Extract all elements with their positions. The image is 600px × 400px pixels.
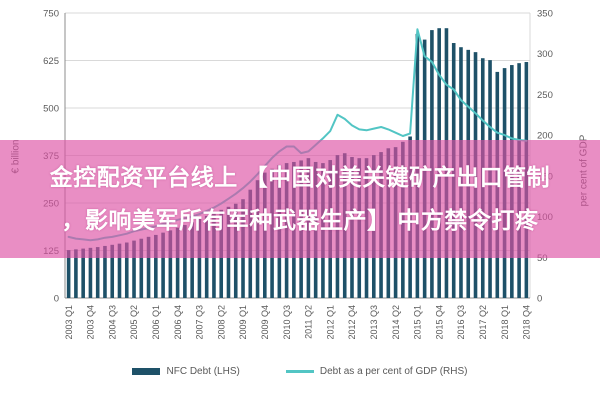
nfc-debt-bar — [81, 248, 85, 298]
x-axis-tick-label: 2015 Q1 — [413, 305, 423, 340]
x-axis-tick-label: 2018 Q1 — [500, 305, 510, 340]
nfc-debt-bar — [161, 232, 165, 298]
nfc-debt-bar — [66, 250, 71, 298]
x-axis-tick-label: 2009 Q1 — [238, 305, 248, 340]
nfc-debt-bar — [110, 244, 115, 298]
overlay-text-line-1: 金控配资平台线上 【中国对美关键矿产出口管制 — [49, 164, 551, 190]
x-axis-tick-label: 2014 Q2 — [391, 305, 401, 340]
x-axis-tick-label: 2010 Q3 — [282, 305, 292, 340]
left-axis-tick-label: 500 — [43, 104, 59, 115]
right-axis-tick-label: 300 — [537, 49, 553, 60]
right-axis-tick-label: 350 — [537, 9, 553, 20]
gdp-ratio-line-swatch — [285, 370, 314, 373]
overlay-text-line-2: ，影响美军所有军种武器生产】 中方禁令打疼 — [61, 207, 539, 233]
x-axis-tick-label: 2007 Q3 — [195, 305, 205, 340]
left-axis-tick-label: 0 — [54, 294, 59, 305]
legend-label-nfc-debt: NFC Debt (LHS) — [166, 366, 240, 377]
x-axis-tick-label: 2008 Q2 — [216, 305, 226, 340]
left-axis-tick-label: 750 — [43, 9, 59, 20]
nfc-debt-bar — [103, 245, 107, 298]
x-axis-tick-label: 2013 Q3 — [369, 305, 379, 340]
nfc-debt-bar-swatch — [132, 368, 161, 375]
nfc-debt-bar — [197, 218, 202, 298]
x-axis-tick-label: 2005 Q2 — [129, 305, 139, 340]
x-axis-tick-label: 2009 Q4 — [260, 305, 270, 340]
x-axis-tick-label: 2015 Q4 — [434, 305, 444, 340]
nfc-debt-bar — [95, 247, 100, 298]
nfc-debt-bar — [183, 225, 187, 298]
nfc-debt-bar — [146, 236, 151, 298]
right-axis-tick-label: 0 — [537, 294, 542, 305]
nfc-debt-bar — [124, 242, 129, 298]
x-axis-tick-label: 2018 Q4 — [522, 305, 532, 340]
legend-item-nfc-debt: NFC Debt (LHS) — [132, 366, 240, 377]
left-axis-tick-label: 625 — [43, 56, 59, 67]
x-axis-tick-label: 2003 Q1 — [64, 305, 74, 340]
x-axis-tick-label: 2003 Q4 — [86, 305, 96, 340]
x-axis-tick-label: 2016 Q3 — [456, 305, 466, 340]
news-overlay-banner: 金控配资平台线上 【中国对美关键矿产出口管制 ，影响美军所有军种武器生产】 中方… — [0, 140, 600, 258]
x-axis-tick-label: 2012 Q4 — [347, 305, 357, 340]
nfc-debt-bar — [154, 234, 158, 298]
nfc-debt-bar — [190, 222, 194, 298]
nfc-debt-bar — [139, 238, 144, 298]
nfc-debt-bar — [132, 240, 136, 298]
legend-label-gdp-ratio: Debt as a per cent of GDP (RHS) — [319, 366, 468, 377]
legend-item-gdp-ratio: Debt as a per cent of GDP (RHS) — [285, 366, 468, 377]
x-axis-tick-label: 2006 Q1 — [151, 305, 161, 340]
x-axis-tick-label: 2012 Q1 — [325, 305, 335, 340]
nfc-debt-bar — [88, 247, 93, 298]
x-axis-tick-label: 2004 Q3 — [107, 305, 117, 340]
nfc-debt-bar — [168, 230, 173, 298]
x-axis-tick-label: 2011 Q2 — [304, 305, 314, 339]
right-axis-tick-label: 50 — [537, 253, 548, 264]
x-axis-tick-label: 2006 Q4 — [173, 305, 183, 340]
nfc-debt-bar — [74, 249, 78, 298]
chart-legend: NFC Debt (LHS) Debt as a per cent of GDP… — [0, 366, 600, 377]
right-axis-tick-label: 200 — [537, 131, 553, 142]
nfc-debt-bar — [117, 243, 122, 298]
x-axis-tick-label: 2017 Q2 — [478, 305, 488, 340]
nfc-debt-bar — [175, 227, 180, 298]
right-axis-tick-label: 250 — [537, 90, 553, 101]
